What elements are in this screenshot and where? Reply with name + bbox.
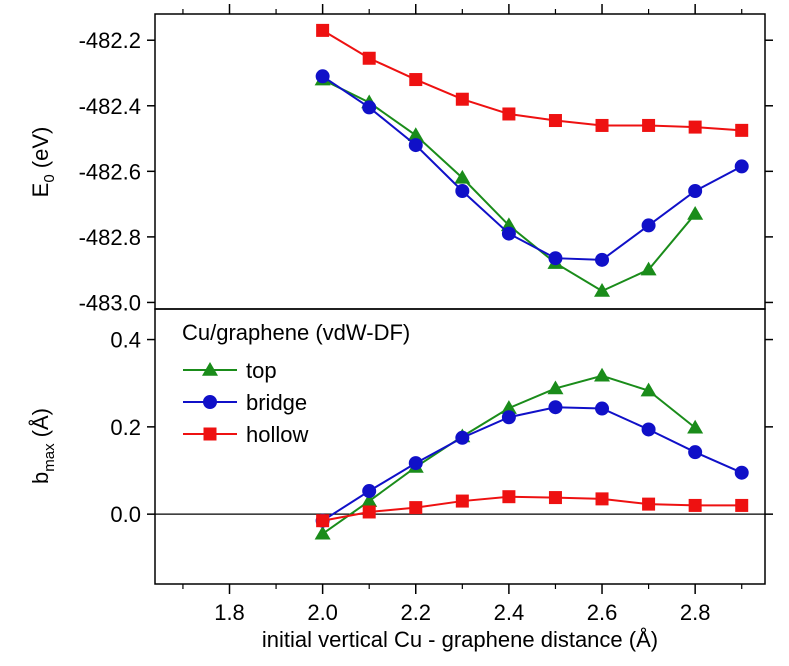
top-data-point-hollow (409, 73, 423, 87)
bottom-data-point-hollow (409, 501, 423, 515)
legend-marker-hollow (203, 427, 217, 441)
bottom-y-axis: 0.0 0.2 0.4 (110, 328, 773, 527)
top-data-point-hollow (642, 118, 656, 132)
top-panel-frame (154, 13, 766, 310)
bottom-data-point-bridge (501, 410, 516, 425)
bottom-data-point-top (594, 367, 611, 382)
top-data-point-top (594, 282, 611, 297)
top-data-point-bridge (501, 226, 516, 241)
bottom-data-point-top (314, 525, 331, 540)
x-tick-label: 2.8 (680, 600, 711, 625)
top-data-point-hollow (688, 120, 702, 134)
top-data-point-bridge (548, 251, 563, 266)
bottom-data-point-top (547, 380, 564, 395)
bottom-plot-area (314, 367, 749, 540)
x-axis: 1.8 2.0 2.2 2.4 2.6 2.8 (182, 4, 743, 625)
top-data-point-top (407, 127, 424, 142)
bottom-y-tick-label: 0.4 (110, 328, 141, 353)
top-y-tick-label: -483.0 (79, 290, 141, 315)
x-tick-label: 2.4 (494, 600, 525, 625)
top-data-point-bridge (641, 218, 656, 233)
legend-label-bridge: bridge (246, 390, 307, 415)
bottom-data-point-bridge (595, 401, 610, 416)
bottom-data-point-top (687, 419, 704, 434)
top-series-line-hollow (322, 29, 742, 132)
top-data-point-bridge (688, 184, 703, 198)
top-data-point-hollow (316, 23, 330, 37)
top-data-point-bridge (362, 100, 377, 115)
top-data-point-top (640, 261, 657, 276)
legend-label-hollow: hollow (246, 422, 308, 447)
bottom-y-tick-label: 0.0 (110, 502, 141, 527)
bottom-data-point-hollow (502, 490, 516, 504)
top-data-point-bridge (595, 252, 610, 267)
bottom-data-point-bridge (688, 445, 703, 460)
top-y-axis-label: E0 (eV) (28, 127, 58, 198)
top-y-tick-label: -482.6 (79, 159, 141, 184)
top-plot-area (314, 23, 749, 297)
bottom-data-point-top (361, 493, 378, 507)
bottom-series-line-bridge (322, 406, 743, 522)
top-y-axis-label-sub: 0 (41, 174, 58, 182)
top-data-point-bridge (734, 159, 749, 174)
top-y-tick-label: -482.4 (79, 94, 141, 119)
top-data-point-hollow (455, 92, 469, 106)
bottom-y-axis-label-main: b (28, 472, 53, 484)
legend-label-top: top (246, 358, 277, 383)
bottom-data-point-hollow (455, 494, 469, 508)
top-data-point-bridge (455, 184, 470, 198)
x-tick-label: 1.8 (214, 600, 245, 625)
top-data-point-hollow (548, 114, 562, 128)
legend: Cu/graphene (vdW-DF) top bridge hollow (182, 320, 410, 447)
top-data-point-top (687, 205, 704, 220)
top-y-axis: -482.2 -482.4 -482.6 -482.8 -483.0 (79, 28, 773, 315)
bottom-data-point-hollow (642, 497, 656, 511)
top-data-point-hollow (595, 118, 609, 132)
bottom-data-point-hollow (316, 514, 330, 528)
legend-marker-top (202, 362, 218, 376)
legend-marker-bridge (203, 395, 217, 409)
bottom-data-point-hollow (595, 492, 609, 506)
top-data-point-hollow (735, 123, 749, 137)
bottom-data-point-bridge (548, 400, 563, 415)
bottom-series-line-hollow (322, 495, 742, 522)
top-panel: -482.2 -482.4 -482.6 -482.8 -483.0 E0 (eV) (28, 13, 773, 315)
top-y-axis-label-unit: (eV) (28, 127, 53, 175)
top-series-line-bridge (322, 75, 743, 261)
bottom-data-point-top (640, 382, 657, 397)
top-data-point-bridge (408, 138, 423, 153)
bottom-y-axis-label-sub: max (41, 443, 58, 472)
bottom-data-point-bridge (734, 465, 749, 480)
bottom-data-point-bridge (362, 484, 377, 499)
bottom-panel-frame (154, 308, 766, 585)
top-data-point-hollow (362, 51, 376, 65)
bottom-data-point-bridge (455, 430, 470, 445)
bottom-panel: 0.0 0.2 0.4 bmax (Å) (28, 308, 773, 585)
bottom-data-point-bridge (641, 422, 656, 437)
top-y-tick-label: -482.8 (79, 225, 141, 250)
bottom-data-point-bridge (408, 456, 423, 471)
top-data-point-top (454, 169, 471, 184)
top-data-point-bridge (315, 69, 330, 84)
bottom-y-axis-label: bmax (Å) (28, 408, 58, 484)
bottom-data-point-top (500, 400, 517, 414)
legend-title: Cu/graphene (vdW-DF) (182, 320, 410, 345)
bottom-y-axis-label-unit: (Å) (28, 408, 53, 443)
bottom-data-point-hollow (735, 498, 749, 512)
bottom-y-tick-label: 0.2 (110, 415, 141, 440)
top-data-point-hollow (502, 107, 516, 121)
bottom-data-point-hollow (688, 498, 702, 512)
bottom-data-point-hollow (362, 505, 376, 519)
x-tick-label: 2.2 (400, 600, 431, 625)
bottom-data-point-hollow (548, 491, 562, 505)
top-y-tick-label: -482.2 (79, 28, 141, 53)
x-tick-label: 2.6 (587, 600, 618, 625)
x-tick-label: 2.0 (307, 600, 338, 625)
x-axis-label: initial vertical Cu - graphene distance … (262, 627, 658, 652)
top-data-point-top (500, 217, 517, 232)
top-y-axis-label-main: E (28, 183, 53, 198)
